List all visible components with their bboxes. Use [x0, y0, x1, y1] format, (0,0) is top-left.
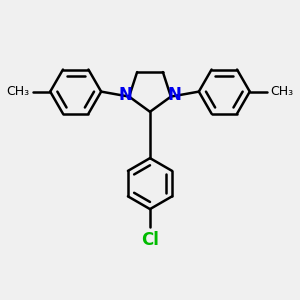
Text: N: N	[119, 86, 133, 104]
Text: CH₃: CH₃	[7, 85, 30, 98]
Text: CH₃: CH₃	[270, 85, 293, 98]
Text: N: N	[167, 86, 181, 104]
Text: Cl: Cl	[141, 231, 159, 249]
